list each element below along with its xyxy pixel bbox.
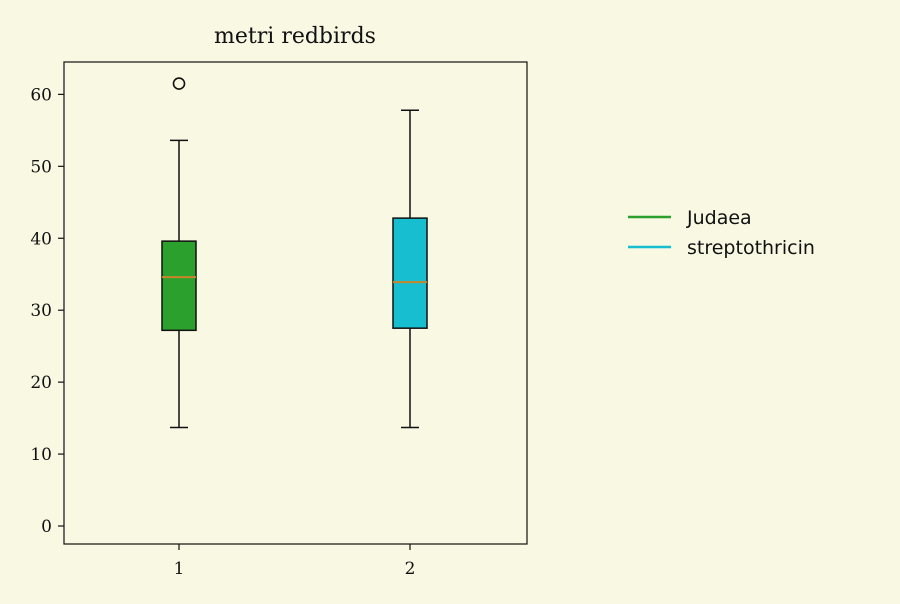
box-group	[392, 109, 428, 429]
axes-frame	[63, 61, 528, 545]
legend-label: streptothricin	[687, 237, 815, 259]
outlier-point	[172, 77, 186, 90]
box-group	[161, 77, 197, 429]
y-tick-label: 20	[30, 373, 52, 393]
y-tick-label: 50	[30, 157, 52, 177]
legend-label: Judaea	[686, 207, 752, 229]
box-iqr	[161, 240, 197, 332]
x-tick-label: 1	[174, 559, 185, 579]
y-tick-label: 0	[41, 517, 52, 537]
plot-area: 0 10 20 30 40 50 60 1 2	[30, 61, 528, 579]
chart-title: metri redbirds	[214, 24, 376, 49]
y-tick-label: 40	[30, 229, 52, 249]
x-tick-label: 2	[405, 559, 416, 579]
y-tick-label: 60	[30, 85, 52, 105]
box-iqr	[392, 217, 428, 329]
y-tick-label: 30	[30, 301, 52, 321]
legend: Judaea streptothricin	[628, 207, 815, 259]
y-tick-label: 10	[30, 445, 52, 465]
